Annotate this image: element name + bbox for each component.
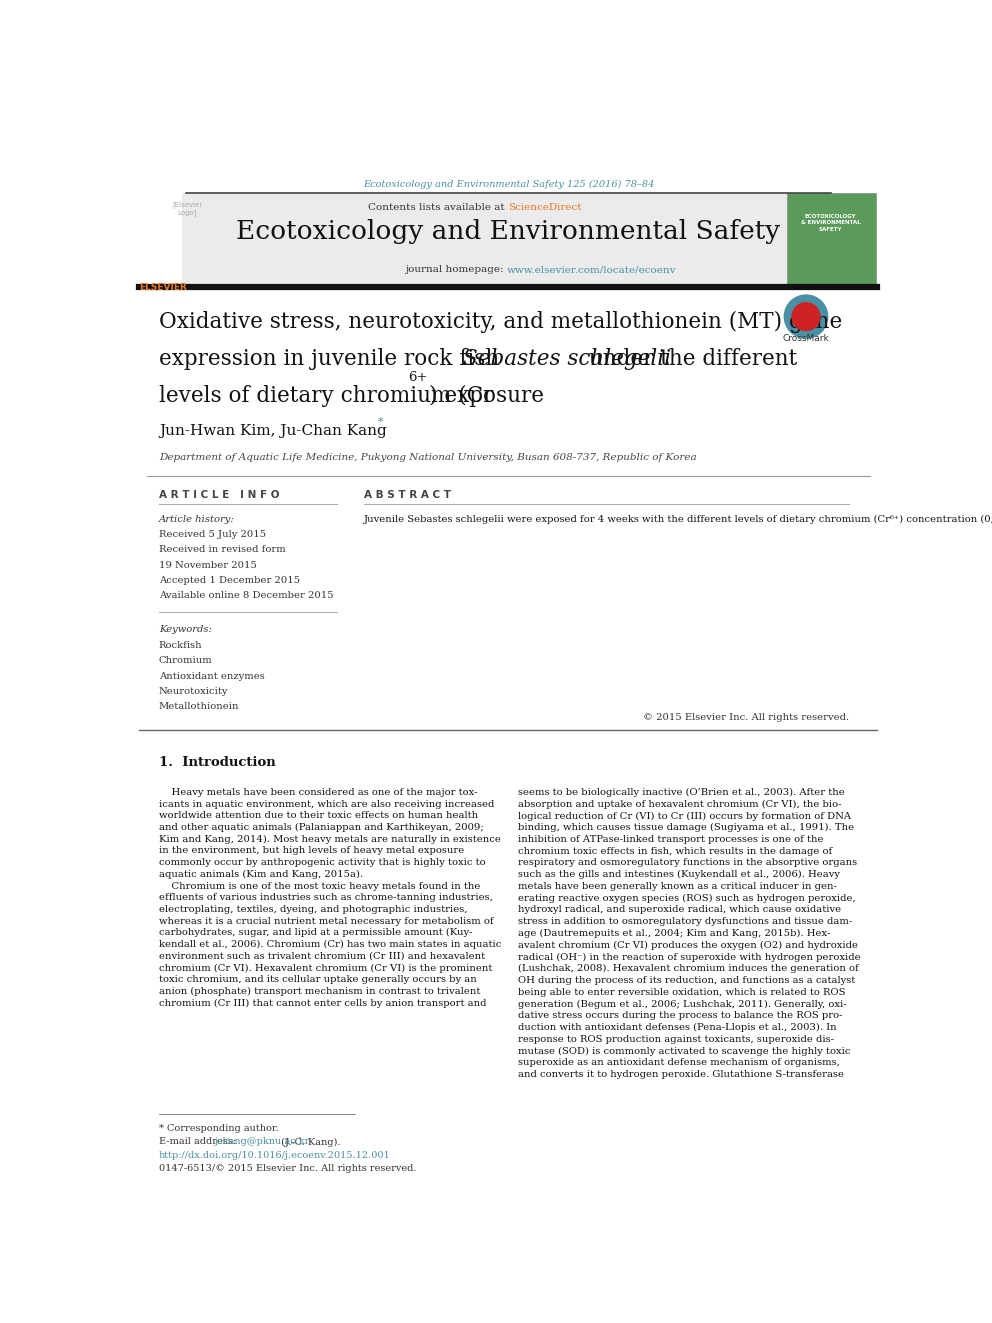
Text: Article history:: Article history: <box>159 515 235 524</box>
Text: 19 November 2015: 19 November 2015 <box>159 561 257 570</box>
Text: Department of Aquatic Life Medicine, Pukyong National University, Busan 608-737,: Department of Aquatic Life Medicine, Puk… <box>159 452 696 462</box>
Text: CrossMark: CrossMark <box>783 335 829 344</box>
Text: 1.  Introduction: 1. Introduction <box>159 755 276 769</box>
Text: 0147-6513/© 2015 Elsevier Inc. All rights reserved.: 0147-6513/© 2015 Elsevier Inc. All right… <box>159 1164 417 1174</box>
Text: [Elsevier
Logo]: [Elsevier Logo] <box>173 201 202 216</box>
Text: Chromium: Chromium <box>159 656 212 665</box>
Text: A R T I C L E   I N F O: A R T I C L E I N F O <box>159 490 280 500</box>
Text: Oxidative stress, neurotoxicity, and metallothionein (MT) gene: Oxidative stress, neurotoxicity, and met… <box>159 311 842 333</box>
Text: Available online 8 December 2015: Available online 8 December 2015 <box>159 591 333 601</box>
Text: under the different: under the different <box>582 348 798 370</box>
Text: Ecotoxicology and Environmental Safety: Ecotoxicology and Environmental Safety <box>236 218 781 243</box>
Text: Ecotoxicology and Environmental Safety 125 (2016) 78–84: Ecotoxicology and Environmental Safety 1… <box>363 180 654 189</box>
Text: * Corresponding author.: * Corresponding author. <box>159 1123 279 1132</box>
Circle shape <box>792 303 820 331</box>
Text: ELSEVIER: ELSEVIER <box>139 283 186 292</box>
Text: 6+: 6+ <box>409 372 428 384</box>
Text: Sebastes schlegelii: Sebastes schlegelii <box>463 348 672 370</box>
Text: levels of dietary chromium (Cr: levels of dietary chromium (Cr <box>159 385 493 407</box>
Text: A B S T R A C T: A B S T R A C T <box>364 490 451 500</box>
Text: © 2015 Elsevier Inc. All rights reserved.: © 2015 Elsevier Inc. All rights reserved… <box>643 713 848 722</box>
Text: Accepted 1 December 2015: Accepted 1 December 2015 <box>159 576 300 585</box>
Text: (J.-C. Kang).: (J.-C. Kang). <box>278 1138 340 1147</box>
Circle shape <box>785 295 827 339</box>
Text: Metallothionein: Metallothionein <box>159 703 239 712</box>
Text: ECOTOXICOLOGY
& ENVIRONMENTAL
SAFETY: ECOTOXICOLOGY & ENVIRONMENTAL SAFETY <box>801 214 861 232</box>
Text: ScienceDirect: ScienceDirect <box>508 202 581 212</box>
Text: seems to be biologically inactive (O’Brien et al., 2003). After the
absorption a: seems to be biologically inactive (O’Bri… <box>518 789 860 1078</box>
Text: jckang@pknu.ac.kr: jckang@pknu.ac.kr <box>214 1138 310 1147</box>
Text: *: * <box>377 417 383 427</box>
Text: Jun-Hwan Kim, Ju-Chan Kang: Jun-Hwan Kim, Ju-Chan Kang <box>159 425 387 438</box>
Text: Keywords:: Keywords: <box>159 626 211 635</box>
Bar <box>182 193 835 286</box>
Text: Contents lists available at: Contents lists available at <box>368 202 508 212</box>
Text: Antioxidant enzymes: Antioxidant enzymes <box>159 672 265 680</box>
Text: expression in juvenile rock fish: expression in juvenile rock fish <box>159 348 506 370</box>
Text: Juvenile Sebastes schlegelii were exposed for 4 weeks with the different levels : Juvenile Sebastes schlegelii were expose… <box>364 515 992 524</box>
Bar <box>787 193 876 283</box>
Text: http://dx.doi.org/10.1016/j.ecoenv.2015.12.001: http://dx.doi.org/10.1016/j.ecoenv.2015.… <box>159 1151 391 1160</box>
Text: ) exposure: ) exposure <box>429 385 544 407</box>
Text: journal homepage:: journal homepage: <box>405 265 507 274</box>
Text: Rockfish: Rockfish <box>159 640 202 650</box>
Text: Heavy metals have been considered as one of the major tox-
icants in aquatic env: Heavy metals have been considered as one… <box>159 789 501 1008</box>
Text: Received in revised form: Received in revised form <box>159 545 286 554</box>
Text: E-mail address:: E-mail address: <box>159 1138 239 1147</box>
Text: Received 5 July 2015: Received 5 July 2015 <box>159 531 266 538</box>
Text: Neurotoxicity: Neurotoxicity <box>159 687 228 696</box>
Text: www.elsevier.com/locate/ecoenv: www.elsevier.com/locate/ecoenv <box>507 265 677 274</box>
